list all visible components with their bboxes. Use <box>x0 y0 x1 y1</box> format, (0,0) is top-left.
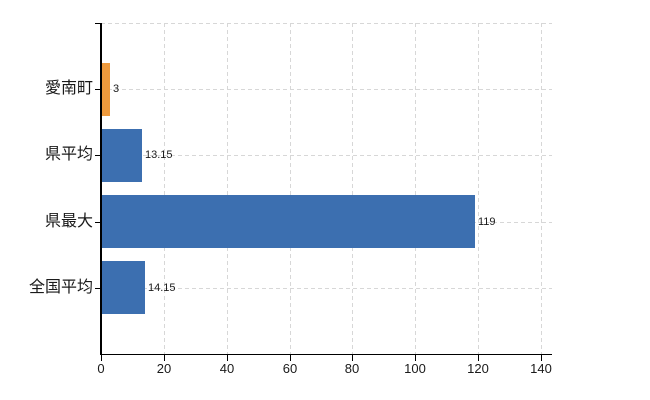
x-axis-tick <box>290 354 291 361</box>
bar-value-label: 13.15 <box>145 149 173 161</box>
y-axis-tick <box>95 222 101 223</box>
bar <box>101 195 475 248</box>
gridline-vertical <box>415 23 416 354</box>
category-label: 県最大 <box>44 213 93 230</box>
gridline-vertical <box>352 23 353 354</box>
x-axis-tick-label: 60 <box>282 361 298 376</box>
gridline-horizontal <box>101 155 552 156</box>
bar-value-label: 3 <box>113 83 120 95</box>
x-axis-tick <box>227 354 228 361</box>
x-axis-tick-label: 120 <box>467 361 489 376</box>
x-axis-tick-label: 40 <box>219 361 235 376</box>
bar <box>101 129 142 182</box>
x-axis-tick <box>352 354 353 361</box>
x-axis-tick <box>478 354 479 361</box>
x-axis-tick <box>101 354 102 361</box>
x-axis-tick-label: 140 <box>530 361 552 376</box>
x-axis-tick <box>415 354 416 361</box>
x-axis-tick <box>164 354 165 361</box>
category-label: 全国平均 <box>28 279 93 296</box>
gridline-vertical <box>478 23 479 354</box>
bar-value-label: 14.15 <box>148 282 176 294</box>
y-axis-tick <box>95 155 101 156</box>
x-axis-tick-label: 100 <box>404 361 426 376</box>
category-label: 愛南町 <box>44 80 93 97</box>
gridline-horizontal <box>101 89 552 90</box>
y-axis-tick <box>95 23 101 24</box>
x-axis-tick-label: 80 <box>344 361 360 376</box>
y-axis-tick <box>95 89 101 90</box>
gridline-horizontal <box>101 23 552 24</box>
gridline-vertical <box>290 23 291 354</box>
gridline-vertical <box>541 23 542 354</box>
x-axis <box>100 354 552 355</box>
x-axis-tick-label: 0 <box>97 361 105 376</box>
bar <box>101 261 145 314</box>
bar-value-label: 119 <box>478 216 496 228</box>
y-axis <box>100 23 102 354</box>
x-axis-tick <box>541 354 542 361</box>
x-axis-tick-label: 20 <box>156 361 172 376</box>
gridline-vertical <box>227 23 228 354</box>
gridline-horizontal <box>101 288 552 289</box>
bar <box>101 63 110 116</box>
y-axis-tick <box>95 288 101 289</box>
gridline-vertical <box>164 23 165 354</box>
category-label: 県平均 <box>44 146 93 163</box>
